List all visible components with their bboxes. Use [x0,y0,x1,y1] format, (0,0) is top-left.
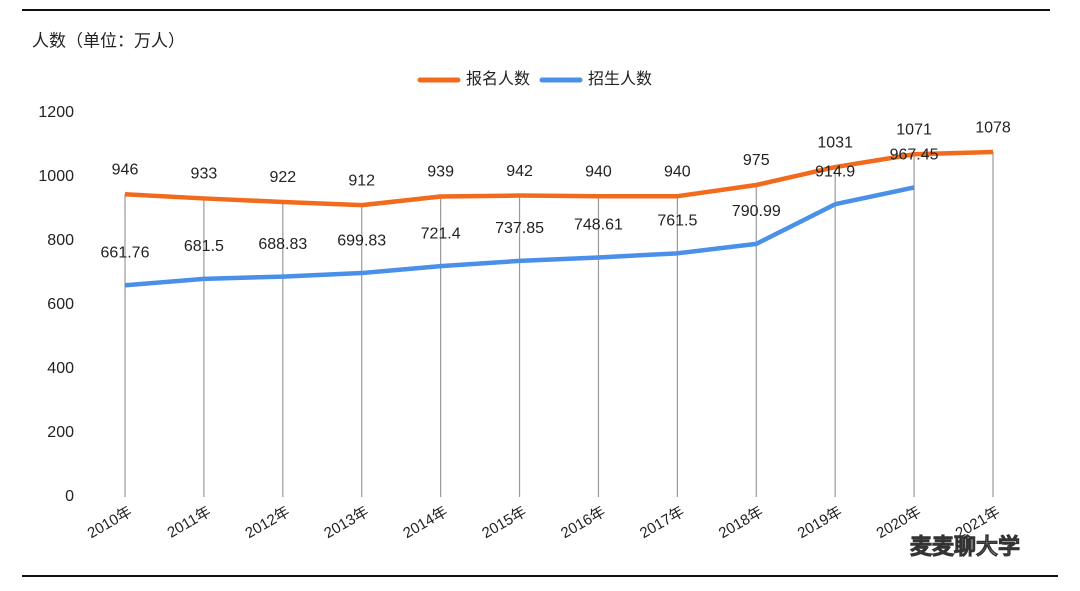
y-tick-label: 1200 [38,104,74,121]
data-label: 940 [664,163,691,180]
data-label: 661.76 [101,244,150,261]
data-label: 1031 [817,134,853,151]
y-tick-label: 1000 [38,168,74,185]
data-label: 1071 [896,121,932,138]
x-tick-label: 2017年 [637,503,687,542]
y-tick-label: 400 [47,360,74,377]
data-label: 946 [112,161,139,178]
x-tick-label: 2015年 [479,503,529,542]
data-label: 912 [348,172,375,189]
x-tick-label: 2019年 [795,503,845,542]
data-label: 721.4 [421,225,461,242]
x-tick-label: 2013年 [321,503,371,542]
data-label: 940 [585,163,612,180]
watermark: 麦麦聊大学 [910,534,1020,559]
data-label: 737.85 [495,220,544,237]
series-line [124,185,915,288]
data-label: 933 [191,166,218,183]
data-label: 761.5 [657,213,697,230]
x-tick-label: 2014年 [400,503,450,542]
data-label: 748.61 [574,217,623,234]
y-tick-label: 200 [47,424,74,441]
chart-title: 人数（单位：万人） [32,31,185,50]
data-label: 790.99 [732,203,781,220]
x-tick-label: 2016年 [558,503,608,542]
data-label: 975 [743,152,770,169]
data-label: 1078 [975,119,1011,136]
y-tick-label: 800 [47,232,74,249]
data-label: 967.45 [890,147,939,164]
y-tick-label: 0 [65,488,74,505]
data-label: 914.9 [815,163,855,180]
x-tick-label: 2011年 [164,503,213,541]
x-tick-label: 2010年 [85,503,135,542]
legend-label: 招生人数 [588,70,652,88]
data-label: 681.5 [184,238,224,255]
y-tick-label: 600 [47,296,74,313]
data-label: 699.83 [337,232,386,249]
x-tick-label: 2018年 [716,503,766,542]
data-label: 688.83 [258,236,307,253]
series-line [124,149,994,208]
data-label: 939 [427,164,454,181]
data-label: 922 [269,169,296,186]
legend-label: 报名人数 [466,70,530,88]
x-tick-label: 2012年 [242,503,292,542]
data-label: 942 [506,163,533,180]
